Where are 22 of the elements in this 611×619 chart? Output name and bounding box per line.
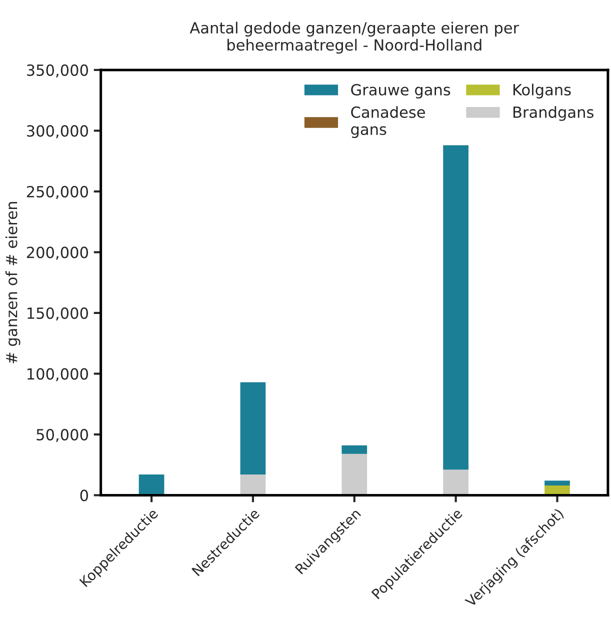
y-axis-title: # ganzen of # eieren bbox=[5, 202, 20, 364]
y-tick-label: 200,000 bbox=[26, 246, 88, 260]
y-tick-label: 350,000 bbox=[26, 64, 88, 78]
legend-label: Brandgans bbox=[513, 106, 594, 121]
bar bbox=[240, 382, 266, 475]
bar bbox=[544, 480, 570, 486]
bar bbox=[443, 470, 468, 496]
bar bbox=[240, 474, 266, 496]
bar bbox=[342, 454, 368, 496]
y-tick-label: 150,000 bbox=[28, 307, 88, 321]
y-tick-label: 50,000 bbox=[36, 428, 88, 442]
y-tick-label: 100,000 bbox=[28, 368, 88, 382]
legend-label: Grauwe gans bbox=[351, 84, 450, 98]
bar bbox=[342, 445, 368, 454]
legend-label: Canadese gans bbox=[351, 106, 425, 138]
chart-title: Aantal gedode ganzen/geraapte eieren per beheermaatregel - Noord-Holland bbox=[190, 22, 520, 54]
y-tick-label: 250,000 bbox=[26, 186, 88, 200]
bar bbox=[443, 145, 468, 470]
y-tick-label: 300,000 bbox=[26, 125, 88, 138]
y-tick-label: 0 bbox=[80, 490, 88, 502]
bar bbox=[138, 474, 164, 496]
legend-label: Kolgans bbox=[513, 84, 571, 98]
